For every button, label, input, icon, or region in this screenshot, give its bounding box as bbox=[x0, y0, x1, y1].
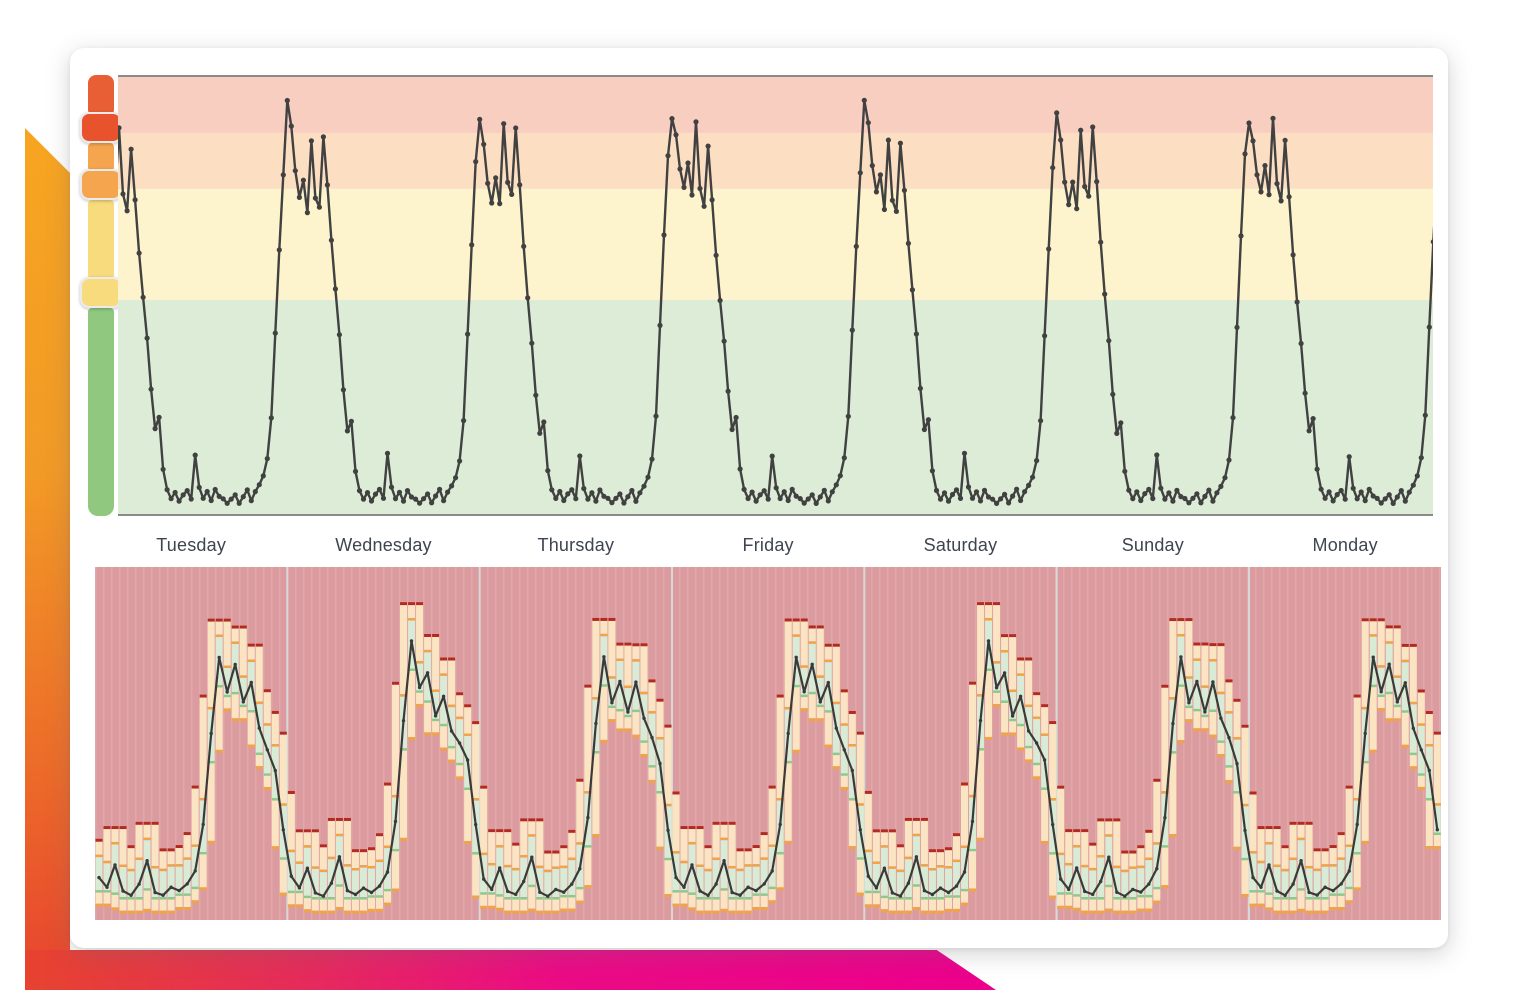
adaptive-threshold-chart-area bbox=[95, 567, 1441, 920]
threshold-band-critical bbox=[118, 77, 1433, 133]
day-label-friday: Friday bbox=[742, 535, 794, 555]
adaptive-threshold-preview-chart bbox=[95, 567, 1441, 920]
threshold-band-medium bbox=[118, 188, 1433, 300]
kpi-threshold-preview-card: Tuesday Wednesday Thursday Friday Saturday Su… bbox=[70, 48, 1448, 948]
threshold-band-high bbox=[118, 132, 1433, 189]
medium-threshold-handle[interactable] bbox=[80, 277, 122, 308]
day-label-wednesday: Wednesday bbox=[335, 535, 432, 555]
critical-threshold-handle[interactable] bbox=[80, 112, 122, 143]
day-label-thursday: Thursday bbox=[537, 535, 615, 555]
day-separator bbox=[1248, 567, 1250, 920]
bottom-axis-line bbox=[118, 514, 1433, 516]
slider-track-critical bbox=[88, 75, 114, 114]
high-threshold-handle[interactable] bbox=[80, 169, 122, 200]
slider-track-high bbox=[88, 143, 114, 171]
kpi-series-markers bbox=[97, 639, 1440, 898]
day-separator bbox=[286, 567, 289, 920]
day-separator bbox=[1055, 567, 1058, 920]
threshold-slider bbox=[70, 48, 132, 568]
day-separator bbox=[671, 567, 673, 920]
day-separator bbox=[863, 567, 866, 920]
day-label-monday: Monday bbox=[1312, 535, 1378, 555]
day-label-sunday: Sunday bbox=[1121, 535, 1184, 555]
top-axis-line bbox=[118, 75, 1433, 77]
day-label-saturday: Saturday bbox=[923, 535, 998, 555]
day-label-tuesday: Tuesday bbox=[156, 535, 227, 555]
adaptive-threshold-candles bbox=[95, 602, 1441, 914]
gradient-banner-left bbox=[25, 128, 70, 990]
day-axis-labels: Tuesday Wednesday Thursday Friday Saturday Su… bbox=[70, 535, 1448, 563]
day-separator bbox=[478, 567, 481, 920]
static-threshold-preview-chart bbox=[118, 75, 1433, 516]
slider-track-normal bbox=[88, 308, 114, 516]
gradient-ribbon-bottom bbox=[25, 950, 996, 990]
slider-track-medium bbox=[88, 200, 114, 279]
kpi-series-markers bbox=[118, 97, 1433, 506]
hour-gridline-stripes bbox=[95, 567, 1441, 920]
